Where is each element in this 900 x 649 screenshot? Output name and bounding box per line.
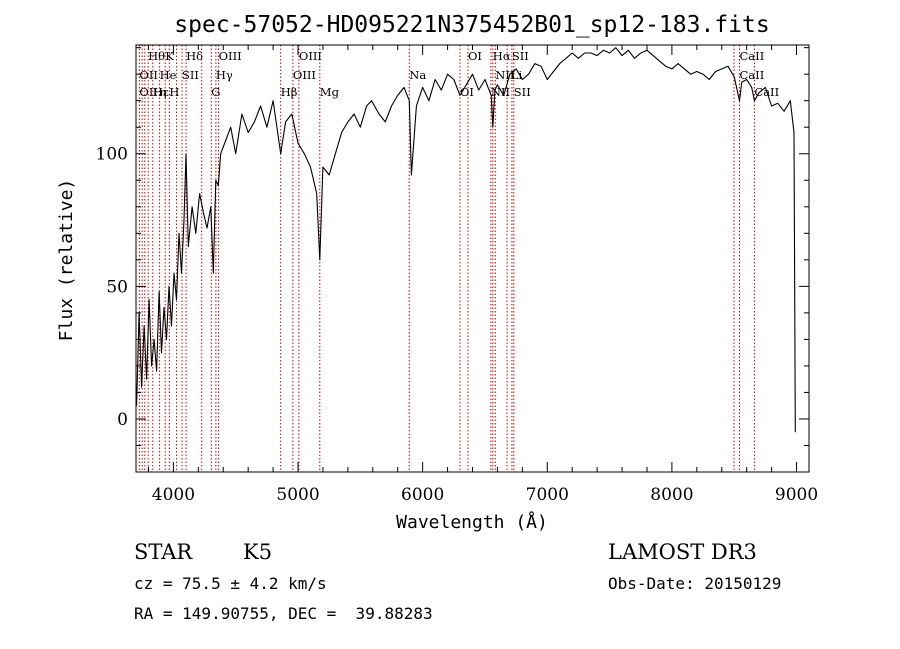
marker-label: OIII [293,68,316,82]
y-tick-label: 0 [117,410,128,430]
spectrum-chart: spec-57052-HD095221N375452B01_sp12-183.f… [56,12,818,533]
marker-label: OIII [219,49,242,63]
spectrum-series-line [136,47,796,433]
marker-label: OIII [299,49,322,63]
marker-label: Hθ [148,49,165,63]
marker-label: Li [511,68,523,82]
chart-title: spec-57052-HD095221N375452B01_sp12-183.f… [174,12,769,38]
marker-label: OI [460,85,474,99]
axis-ticks: 4000 5000 6000 7000 8000 9000 0 50 100 [96,45,818,505]
marker-label: NII [491,85,510,99]
marker-label: SII [512,49,529,63]
marker-label: K [165,49,174,63]
observation-date: Obs-Date: 20150129 [608,574,782,593]
y-axis-label: Flux (relative) [56,179,77,342]
marker-label: Hγ [216,68,233,82]
marker-label: OII [139,68,158,82]
marker-label: OII [139,85,158,99]
y-tick-label: 100 [96,145,128,165]
marker-label: He [160,68,177,82]
x-tick-label: 6000 [401,485,444,505]
x-tick-label: 9000 [775,485,818,505]
marker-label: H [169,85,179,99]
line-markers [138,45,755,472]
marker-label: CaII [740,68,765,82]
marker-label: SII [514,85,531,99]
marker-label: η [160,85,167,99]
marker-label: CaII [754,85,779,99]
marker-label: Hε [153,85,169,99]
marker-label: Mg [320,85,340,99]
x-tick-label: 8000 [650,485,693,505]
marker-label: SII [182,68,199,82]
marker-label: Hδ [186,49,203,63]
marker-label: CaII [740,49,765,63]
x-axis-label: Wavelength (Å) [396,511,548,533]
marker-label: G [211,85,220,99]
x-tick-label: 7000 [526,485,569,505]
marker-label: OI [468,49,482,63]
plot-layer [136,47,796,433]
redshift-velocity: cz = 75.5 ± 4.2 km/s [134,574,327,593]
marker-label: Hβ [281,85,298,99]
object-subclass: K5 [243,540,273,564]
marker-label: Na [409,68,426,82]
marker-label: Hα [493,49,511,63]
survey-name: LAMOST DR3 [608,540,757,564]
x-tick-label: 5000 [276,485,319,505]
y-tick-label: 50 [106,277,128,297]
marker-label: NII [495,68,514,82]
object-class: STAR [134,540,193,564]
sky-coordinates: RA = 149.90755, DEC = 39.88283 [134,604,433,623]
x-tick-label: 4000 [152,485,195,505]
plot-frame [135,44,810,473]
